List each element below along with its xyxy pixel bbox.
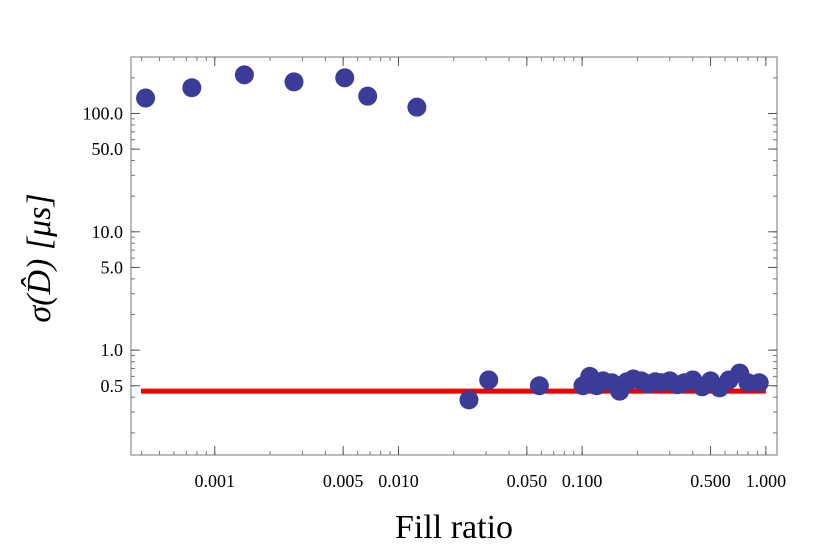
data-point [335,68,355,88]
y-tick-label: 5.0 [101,257,124,277]
plot-border [130,56,778,456]
y-tick-label: 50.0 [92,139,124,159]
y-tick-label: 100.0 [83,103,124,123]
x-tick-label: 0.100 [562,471,603,491]
data-point [284,72,304,92]
x-axis-title: Fill ratio [395,509,513,546]
plot-frame [130,56,778,456]
data-point [529,376,549,396]
x-tick-label: 0.500 [690,471,731,491]
x-tick-label: 0.005 [323,471,364,491]
data-point [182,78,202,98]
data-point [407,97,427,117]
x-tick-label: 1.000 [746,471,787,491]
data-point [459,390,479,410]
y-axis-ticks: 0.5 1.0 5.0 10.0 50.0 100.0 [83,103,777,396]
data-point [136,88,156,108]
data-point [234,65,254,85]
data-points [136,65,769,410]
y-tick-label: 1.0 [101,340,124,360]
y-tick-label: 0.5 [101,376,124,396]
data-point [479,370,499,390]
x-axis-ticks: 0.001 0.005 0.010 0.050 0.100 0.500 1.000 [195,57,787,491]
y-tick-label: 10.0 [92,222,124,242]
data-point [358,86,378,106]
y-axis-title: σ(D̂) [μs] [20,193,58,322]
x-tick-label: 0.050 [507,471,548,491]
data-point [749,373,769,393]
x-tick-label: 0.010 [378,471,419,491]
x-tick-label: 0.001 [195,471,236,491]
